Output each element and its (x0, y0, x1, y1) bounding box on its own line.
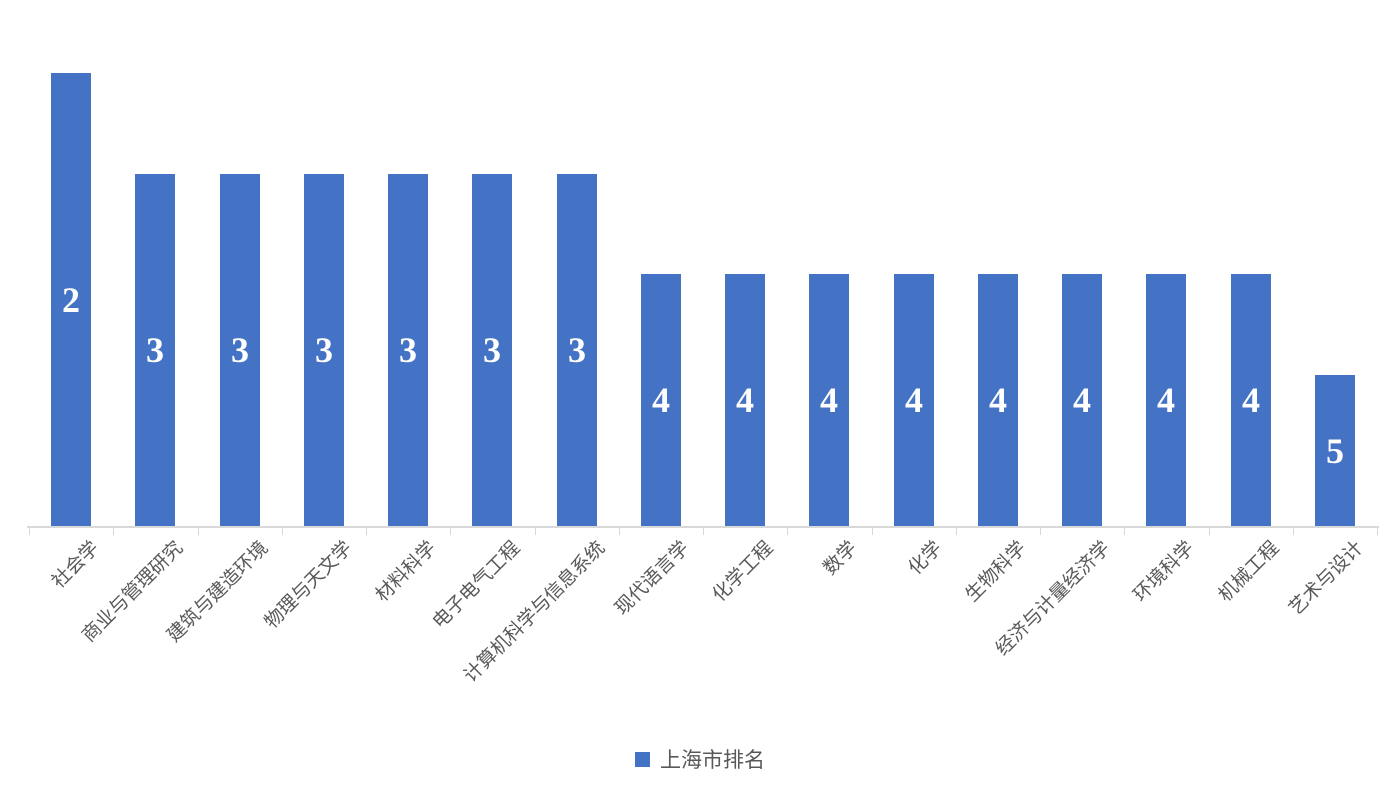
bar-value-label: 4 (905, 380, 923, 420)
x-axis-tick (787, 528, 789, 535)
bar-value-label: 4 (736, 380, 754, 420)
x-axis-tick (871, 528, 873, 535)
x-axis-tick (618, 528, 620, 535)
category-label: 计算机科学与信息系统 (460, 537, 610, 687)
legend: 上海市排名 (0, 744, 1400, 774)
category-label: 物理与天文学 (260, 537, 357, 634)
x-axis-tick (1040, 528, 1041, 535)
x-axis-line (27, 526, 1379, 528)
category-label: 机械工程 (1214, 537, 1284, 607)
bar-value-label: 4 (989, 380, 1007, 420)
bar-value-label: 4 (1242, 380, 1260, 420)
bar-value-label: 3 (483, 330, 501, 370)
category-label: 数学 (819, 537, 862, 580)
category-label: 环境科学 (1129, 537, 1199, 607)
bar-value-label: 4 (652, 380, 670, 420)
bar-3 (220, 174, 260, 526)
legend-marker-square-icon (635, 751, 650, 767)
category-label: 化学 (904, 537, 947, 580)
bar-value-label: 3 (315, 330, 333, 370)
x-axis-tick (366, 528, 367, 535)
bar-15 (1231, 274, 1271, 526)
bar-6 (472, 174, 512, 526)
category-label: 化学工程 (708, 537, 778, 607)
category-label: 生物科学 (961, 537, 1031, 607)
legend-label: 上海市排名 (660, 749, 765, 772)
category-label: 艺术与设计 (1285, 537, 1368, 620)
bar-value-label: 5 (1326, 431, 1344, 471)
category-label: 材料科学 (371, 537, 441, 607)
x-axis-tick (450, 528, 452, 535)
bar-5 (388, 174, 428, 526)
x-axis-tick (1208, 528, 1210, 535)
bar-10 (809, 274, 849, 526)
bar-12 (978, 274, 1018, 526)
x-axis-tick (703, 528, 704, 535)
bar-value-label: 3 (231, 330, 249, 370)
bar-13 (1062, 274, 1102, 526)
x-axis-tick (281, 528, 283, 535)
bar-14 (1146, 274, 1186, 526)
x-axis-tick (1292, 528, 1294, 535)
bar-value-label: 3 (568, 330, 586, 370)
x-axis-tick (1124, 528, 1126, 535)
bar-value-label: 3 (146, 330, 164, 370)
x-axis-tick (534, 528, 536, 535)
bar-4 (304, 174, 344, 526)
x-axis-tick (955, 528, 957, 535)
bar-16 (1315, 375, 1355, 526)
category-label: 社会学 (48, 537, 104, 593)
category-label: 现代语言学 (611, 537, 694, 620)
x-axis-tick (29, 528, 30, 535)
bar-value-label: 2 (62, 280, 80, 320)
bar-1 (51, 73, 91, 526)
x-axis-tick (197, 528, 199, 535)
bar-value-label: 4 (1073, 380, 1091, 420)
bar-2 (135, 174, 175, 526)
bar-9 (725, 274, 765, 526)
x-axis-tick (113, 528, 115, 535)
bar-7 (557, 174, 597, 526)
bar-11 (894, 274, 934, 526)
bar-8 (641, 274, 681, 526)
bar-value-label: 4 (1157, 380, 1175, 420)
x-axis-tick (1377, 528, 1378, 535)
bar-value-label: 4 (820, 380, 838, 420)
bar-value-label: 3 (399, 330, 417, 370)
